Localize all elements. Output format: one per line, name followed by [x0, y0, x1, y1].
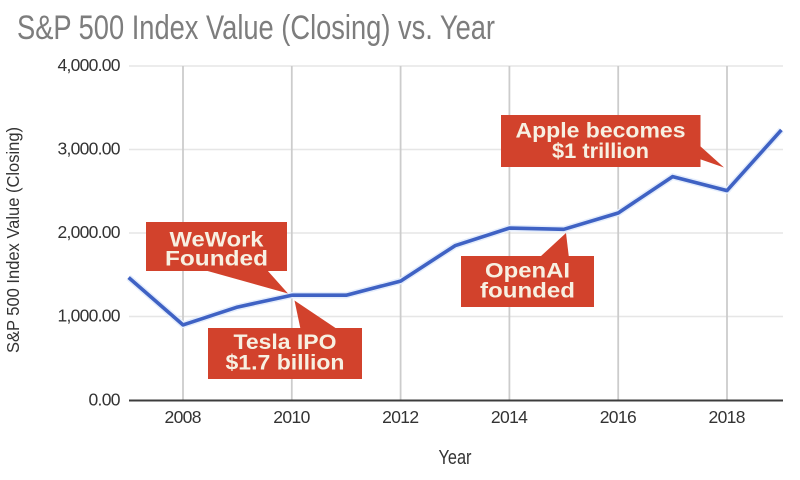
svg-text:2018: 2018: [709, 407, 746, 427]
svg-text:$1 trillion: $1 trillion: [552, 140, 649, 163]
svg-text:S&P 500 Index Value (Closing): S&P 500 Index Value (Closing): [3, 127, 23, 353]
svg-text:Year: Year: [439, 446, 472, 469]
svg-text:2,000.00: 2,000.00: [58, 222, 121, 242]
svg-text:3,000.00: 3,000.00: [58, 139, 121, 159]
svg-text:Founded: Founded: [165, 248, 268, 271]
svg-text:S&P 500 Index Value (Closing): S&P 500 Index Value (Closing) vs. Year: [17, 9, 495, 47]
svg-text:Tesla IPO: Tesla IPO: [234, 331, 337, 354]
svg-text:$1.7 billion: $1.7 billion: [226, 352, 345, 375]
svg-text:2008: 2008: [165, 407, 202, 427]
svg-text:WeWork: WeWork: [170, 229, 264, 252]
svg-text:2010: 2010: [273, 407, 310, 427]
svg-text:4,000.00: 4,000.00: [58, 55, 121, 75]
svg-text:founded: founded: [480, 280, 575, 303]
svg-text:2012: 2012: [382, 407, 419, 427]
svg-text:Apple becomes: Apple becomes: [516, 120, 686, 143]
svg-text:OpenAI: OpenAI: [485, 260, 570, 283]
svg-text:1,000.00: 1,000.00: [58, 306, 121, 326]
svg-text:0.00: 0.00: [89, 390, 121, 410]
svg-text:2016: 2016: [600, 407, 637, 427]
svg-text:2014: 2014: [491, 407, 528, 427]
